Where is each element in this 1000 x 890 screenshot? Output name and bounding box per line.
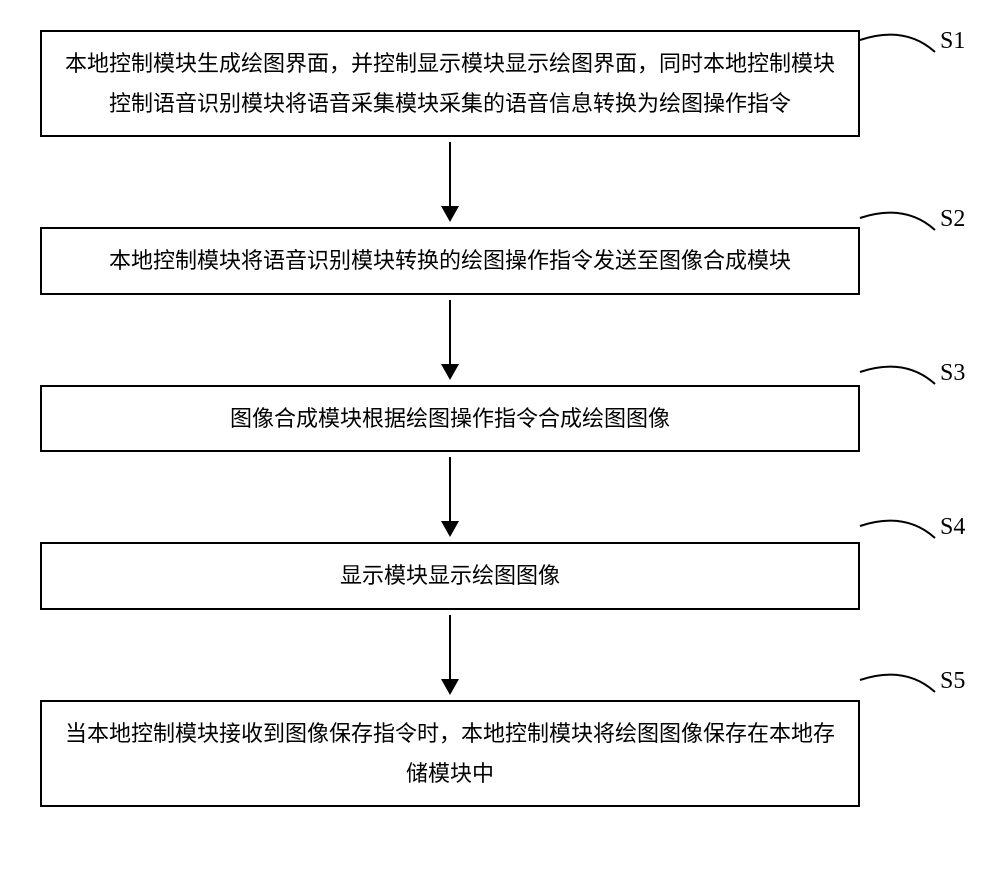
arrow-s4-s5 (441, 610, 459, 700)
flowchart: 本地控制模块生成绘图界面，并控制显示模块显示绘图界面，同时本地控制模块控制语音识… (40, 30, 860, 807)
step-label-s4: S4 (940, 514, 965, 541)
step-box-s5: 当本地控制模块接收到图像保存指令时，本地控制模块将绘图图像保存在本地存储模块中 (40, 700, 860, 807)
step-box-s4: 显示模块显示绘图图像 (40, 542, 860, 610)
arrow-s3-s4 (441, 452, 459, 542)
step-box-s1: 本地控制模块生成绘图界面，并控制显示模块显示绘图界面，同时本地控制模块控制语音识… (40, 30, 860, 137)
step-label-s5: S5 (940, 668, 965, 695)
step-text: 显示模块显示绘图图像 (340, 556, 560, 596)
step-label-s3: S3 (940, 360, 965, 387)
step-box-s3: 图像合成模块根据绘图操作指令合成绘图图像 (40, 385, 860, 453)
step-label-s2: S2 (940, 206, 965, 233)
step-text: 当本地控制模块接收到图像保存指令时，本地控制模块将绘图图像保存在本地存储模块中 (60, 714, 840, 793)
step-text: 本地控制模块将语音识别模块转换的绘图操作指令发送至图像合成模块 (109, 241, 791, 281)
step-label-s1: S1 (940, 28, 965, 55)
arrow-s1-s2 (441, 137, 459, 227)
arrow-s2-s3 (441, 295, 459, 385)
step-box-s2: 本地控制模块将语音识别模块转换的绘图操作指令发送至图像合成模块 (40, 227, 860, 295)
step-text: 图像合成模块根据绘图操作指令合成绘图图像 (230, 399, 670, 439)
step-text: 本地控制模块生成绘图界面，并控制显示模块显示绘图界面，同时本地控制模块控制语音识… (60, 44, 840, 123)
